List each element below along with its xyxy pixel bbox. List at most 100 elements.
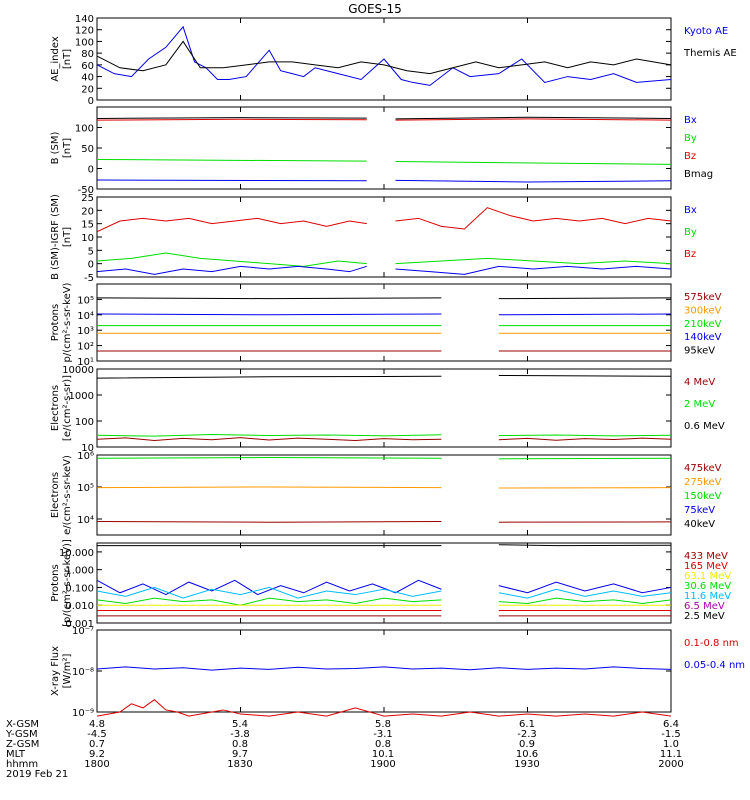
footer-value: -3.1 [373,729,393,740]
series-line-kyoto-ae [96,25,672,86]
legend-entry: Bmag [684,169,713,180]
y-tick-label: 10⁴ [77,515,94,526]
footer-value: -4.5 [87,729,107,740]
series-line-140kev [498,313,672,316]
legend-entry: 0.6 MeV [684,421,725,432]
legend-entry: 6.5 MeV [684,601,725,612]
y-tick-label: 10⁶ [77,451,94,462]
series-line-bmag [96,117,367,119]
series-line-bz [395,207,672,230]
series-line-0-1-0-8-nm [96,699,672,717]
y-axis-label: Protons [50,304,61,341]
series-line-4-mev [96,437,442,442]
footer-value: 1930 [514,759,539,770]
y-tick-label: 100 [75,37,94,48]
footer-label: hhmm [6,759,38,770]
series-line-bx [395,179,672,183]
y-tick-label: 25 [81,193,94,204]
y-tick-label: 1.000 [65,566,94,577]
y-tick-label: 100 [75,124,94,135]
series-line-by [395,161,672,165]
legend-entry: 150keV [684,491,722,502]
series-line-4-mev [498,437,672,441]
y-tick-label: 1000 [69,391,94,402]
footer-value: -3.8 [230,729,250,740]
footer-value: 1800 [84,759,109,770]
series-line-150kev [498,457,672,460]
y-axis-units: [W/m²] [62,653,73,688]
panel-electrons_kev: 10⁴ 10⁵ 10⁶ Electrons e/(cm²-s-sr-keV) 475keV… [50,451,722,536]
y-tick-label: 20 [81,206,94,217]
series-line-bx [96,179,367,182]
series-line-275kev [96,486,442,489]
legend-entry: 63.1 MeV [684,571,731,582]
legend-entry: By [684,227,697,238]
footer-value: 5.4 [232,719,248,730]
legend-entry: 275keV [684,477,722,488]
legend-entry: 75keV [684,505,715,516]
footer-label: MLT [6,749,26,760]
legend-entry: 0.05-0.4 nm [684,660,745,671]
y-tick-label: 100 [75,417,94,428]
footer-value: 0.8 [375,739,391,750]
y-tick-label: 140 [75,14,94,25]
legend-entry: Bx [684,115,697,126]
series-line-2-mev [498,434,672,437]
footer-value: 9.7 [232,749,248,760]
panel-protons_mev: 0.001 0.010 0.100 1.000 10.000 Protons [p/(cm²… [50,539,731,630]
legend-entry: 0.1-0.8 nm [684,638,739,649]
y-tick-label: -5 [84,273,94,284]
series-line-140kev [96,313,442,316]
y-axis-units: e/(cm²-s-sr-keV) [62,455,73,535]
y-tick-label: 20 [81,84,94,95]
panel-b_igrf: -5 0 5 10 15 20 25 B (SM)-IGRF (SM) [nT] Bx By Bz [50,193,697,284]
y-tick-label: 0 [88,165,94,176]
panel-frame [96,196,672,278]
y-axis-label: AE_index [50,36,61,82]
footer-value: -2.3 [517,729,537,740]
legend-entry: 575keV [684,292,722,303]
y-axis-label: Electrons [50,472,61,518]
y-tick-label: 10¹ [77,357,94,368]
footer-value: 6.1 [519,719,535,730]
series-line-95kev [498,297,672,300]
y-tick-label: 40 [81,73,94,84]
legend-entry: Bx [684,205,697,216]
footer-value: 9.2 [89,749,105,760]
y-axis-label: X-ray Flux [50,646,61,696]
legend-entry: 433 MeV [684,551,728,562]
legend-entry: 475keV [684,463,722,474]
panel-frame [96,629,672,713]
y-tick-label: 5 [88,246,94,257]
y-tick-label: 0 [88,96,94,107]
y-tick-label: 10⁻⁹ [72,708,94,719]
legend-entry: 11.6 MeV [684,591,731,602]
footer-value: 1.0 [663,739,679,750]
y-axis-label: Electrons [50,385,61,431]
footer-label: Y-GSM [5,729,38,740]
y-tick-label: 0 [88,260,94,271]
panel-xray: 10⁻⁹ 10⁻⁸ 10⁻⁷ X-ray Flux [W/m²] 0.1-0.8 nm 0.… [50,626,745,719]
y-tick-label: 10⁴ [77,311,94,322]
series-line-30-6-mev [498,597,672,604]
y-tick-label: 10⁻⁸ [72,667,94,678]
y-tick-label: 50 [81,144,94,155]
legend-entry: 40keV [684,519,715,530]
y-axis-label: B (SM)-IGRF (SM) [50,194,61,280]
footer-value: 10.1 [372,749,394,760]
y-tick-label: 0.001 [65,619,94,630]
y-axis-units: [nT] [62,49,73,69]
legend-entry: Bz [684,249,696,260]
ephemeris-footer: X-GSM 4.8 5.4 5.8 6.1 6.4 Y-GSM -4.5 -3.8 -3.1 -2.… [5,719,684,780]
panel-protons_low: 10¹ 10² 10³ 10⁴ 10⁵ Protons p/(cm²-s-sr-keV) 57… [50,282,722,368]
footer-value: 6.4 [663,719,679,730]
legend-entry: 210keV [684,319,722,330]
footer-value: 0.9 [519,739,535,750]
series-line-11-6-mev [96,586,442,599]
series-line-30-6-mev [96,597,442,606]
series-line-bz [395,118,672,121]
y-tick-label: 10² [77,342,94,353]
footer-value: 1900 [370,759,395,770]
panel-b_sm: -50 0 50 100 B (SM) [nT] Bx By Bz Bmag [50,106,713,196]
y-tick-label: 60 [81,61,94,72]
